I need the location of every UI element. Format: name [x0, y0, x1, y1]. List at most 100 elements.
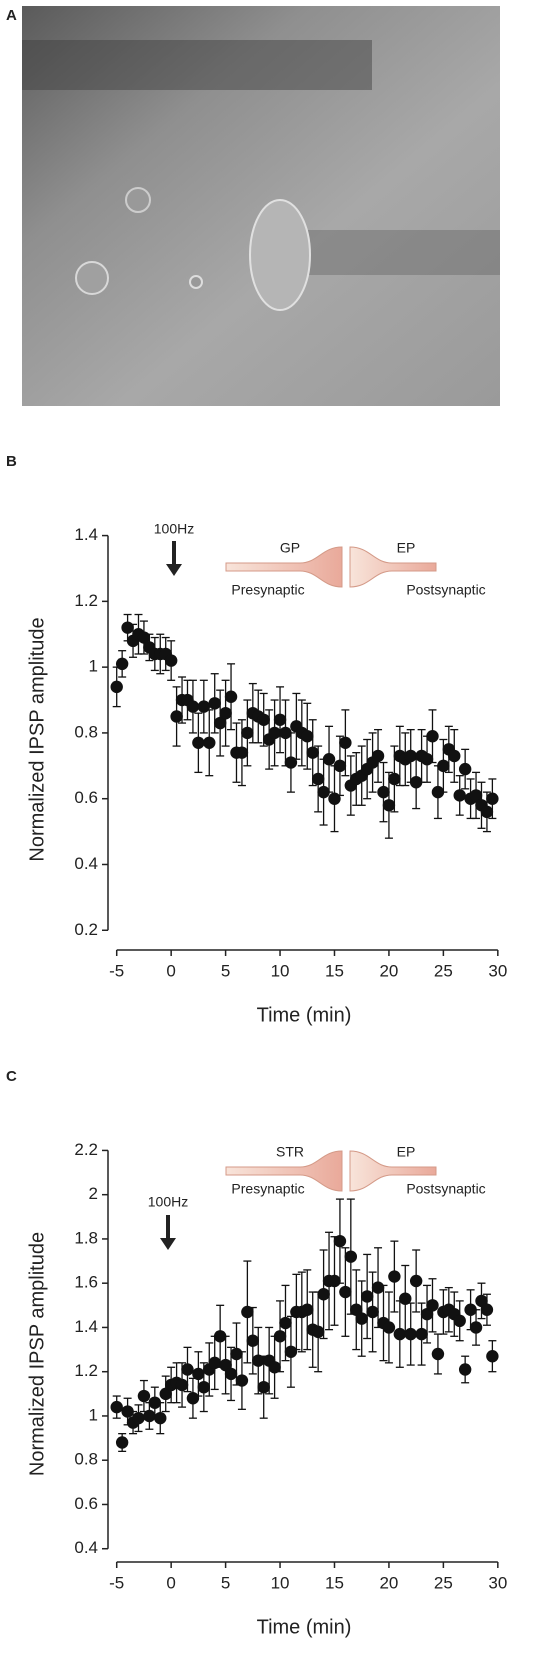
- synapse-inset: GP EP Presynaptic Postsynaptic: [225, 540, 486, 598]
- chart: B 0.2 0.4 0.6 0.8 1 1.2 1.4 -5 0 5 10 15 20 25 30 Time (…: [6, 453, 507, 1026]
- data-point: [311, 772, 325, 786]
- inset-caption: Presynaptic: [231, 582, 304, 598]
- data-point: [213, 1330, 227, 1343]
- data-point: [415, 1327, 428, 1341]
- stimulus-arrow: [160, 1215, 176, 1250]
- y-tick-label: 1.2: [74, 1361, 98, 1380]
- y-tick-label: 1.6: [74, 1273, 98, 1292]
- data-point: [235, 1374, 249, 1387]
- data-point: [371, 749, 385, 763]
- data-point: [404, 749, 417, 763]
- data-point: [208, 1356, 221, 1370]
- data-point: [159, 1387, 172, 1401]
- annotation: 100Hz: [148, 1194, 188, 1210]
- data-point: [192, 736, 205, 749]
- data-point: [273, 1330, 287, 1343]
- y-tick-label: 1.2: [74, 591, 98, 610]
- data-point: [121, 1405, 134, 1418]
- y-axis-label: Normalized IPSP amplitude: [26, 1232, 48, 1476]
- data-point: [469, 1321, 483, 1334]
- data-point: [224, 690, 238, 703]
- inset-label: STR: [276, 1144, 304, 1160]
- data-point: [115, 1436, 129, 1449]
- x-tick-label: 10: [271, 961, 290, 980]
- data-point: [301, 730, 314, 743]
- data-point: [453, 1314, 466, 1328]
- x-tick-label: 15: [325, 1573, 344, 1592]
- y-tick-label: 0.8: [74, 1450, 98, 1469]
- data-point: [464, 1303, 477, 1316]
- micrograph: [22, 6, 500, 406]
- data-point: [328, 1274, 341, 1288]
- data-point: [420, 753, 434, 766]
- data-point: [311, 1325, 325, 1339]
- data-point: [437, 759, 450, 773]
- data-point: [306, 746, 319, 759]
- presynaptic-terminal: [225, 546, 343, 588]
- data-point: [426, 1299, 439, 1312]
- data-point: [110, 680, 123, 694]
- data-point: [399, 1292, 412, 1305]
- data-point: [284, 1345, 298, 1358]
- data-point: [469, 789, 483, 802]
- x-tick-label: 30: [488, 1573, 507, 1592]
- y-tick-label: 1.4: [74, 1317, 98, 1336]
- y-tick-label: 0.2: [74, 920, 98, 939]
- y-tick-label: 0.4: [74, 1538, 98, 1557]
- data-point: [431, 785, 445, 799]
- data-point: [170, 710, 183, 723]
- data-point: [486, 1350, 499, 1363]
- x-tick-label: 20: [379, 961, 398, 980]
- inset-caption: Postsynaptic: [406, 1181, 485, 1197]
- x-tick-label: -5: [109, 1573, 124, 1592]
- data-point: [121, 621, 134, 634]
- inset-label: EP: [397, 1144, 416, 1160]
- data-point: [241, 726, 254, 740]
- x-tick-label: -5: [109, 961, 124, 980]
- data-point: [388, 1270, 401, 1283]
- inset-caption: Presynaptic: [231, 1181, 304, 1197]
- postsynaptic-terminal: [349, 1150, 437, 1192]
- data-point: [284, 756, 298, 769]
- data-point: [382, 799, 396, 812]
- data-point: [273, 713, 287, 726]
- data-point: [154, 1411, 167, 1425]
- data-point: [486, 792, 499, 805]
- synapse-inset: STR EP Presynaptic Postsynaptic: [225, 1144, 486, 1197]
- data-point: [279, 726, 292, 740]
- data-point: [192, 1367, 205, 1381]
- data-point: [458, 762, 472, 776]
- data-point: [115, 657, 129, 671]
- panel-label: A: [6, 7, 17, 24]
- data-point: [268, 726, 281, 740]
- x-tick-label: 20: [379, 1573, 398, 1592]
- data-point: [360, 1290, 374, 1303]
- data-point: [475, 1294, 488, 1308]
- data-point: [480, 805, 494, 819]
- data-point: [137, 1389, 151, 1403]
- data-point: [317, 1288, 330, 1301]
- data-point: [355, 1312, 368, 1325]
- data-point: [203, 736, 216, 749]
- data-point: [219, 706, 232, 720]
- data-point: [279, 1316, 292, 1330]
- data-point: [333, 759, 347, 773]
- x-tick-label: 25: [434, 961, 453, 980]
- data-point: [246, 1334, 260, 1347]
- data-point: [371, 1281, 385, 1294]
- data-point: [409, 1274, 423, 1288]
- x-tick-label: 0: [166, 961, 175, 980]
- data-point: [339, 736, 352, 749]
- y-tick-label: 1: [89, 657, 98, 676]
- data-point: [132, 1411, 145, 1425]
- y-tick-label: 2.2: [74, 1140, 98, 1159]
- data-point: [382, 1321, 396, 1334]
- y-tick-label: 0.6: [74, 788, 98, 807]
- x-tick-label: 10: [271, 1573, 290, 1592]
- x-tick-label: 25: [434, 1573, 453, 1592]
- data-point: [197, 700, 211, 713]
- y-tick-label: 1.4: [74, 525, 98, 544]
- data-point: [377, 785, 390, 799]
